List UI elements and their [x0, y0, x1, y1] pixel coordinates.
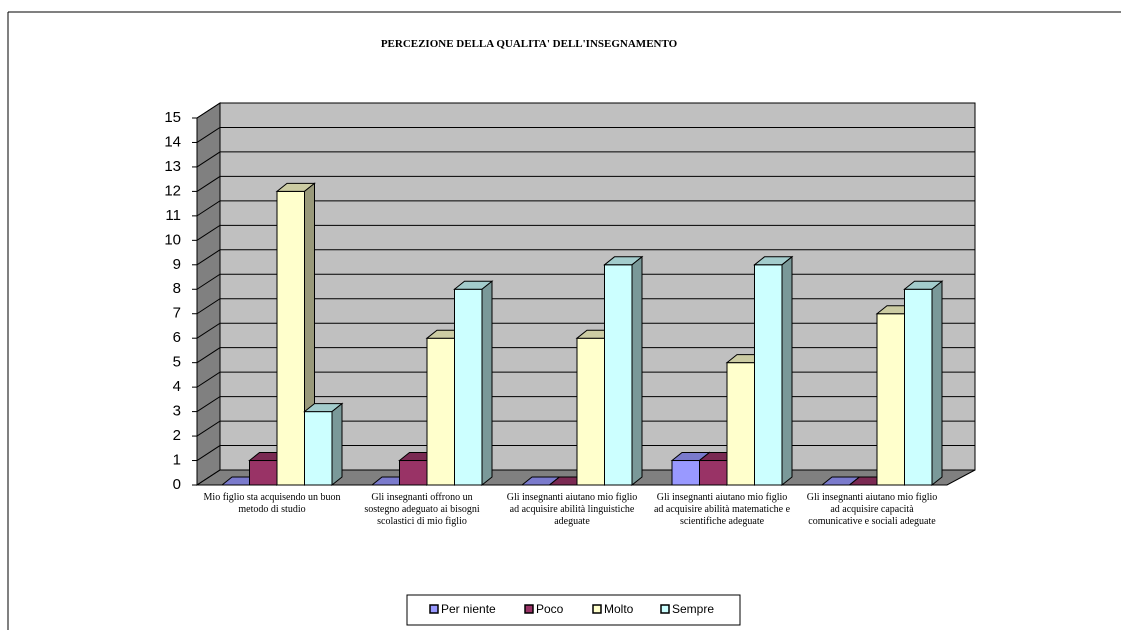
bar-group	[903, 280, 944, 487]
bar	[276, 190, 305, 486]
y-tick-label: 5	[173, 354, 181, 371]
legend-label: Per niente	[441, 602, 496, 616]
bar-side	[781, 255, 793, 487]
legend-label: Sempre	[672, 602, 714, 616]
grid-line	[196, 420, 975, 437]
y-tick-label: 11	[165, 207, 181, 224]
bar-group	[603, 255, 644, 487]
chart-title: PERCEZIONE DELLA QUALITA' DELL'INSEGNAME…	[381, 38, 678, 50]
y-tick-label: 3	[173, 403, 181, 420]
grid-line	[196, 102, 975, 119]
side-wall	[196, 102, 221, 486]
legend-swatch	[592, 604, 602, 614]
grid-line	[196, 322, 975, 339]
x-tick-label: Gli insegnanti offrono un sostegno adegu…	[364, 492, 480, 527]
bar	[726, 362, 755, 486]
legend-label: Molto	[604, 602, 634, 616]
bar	[249, 460, 278, 486]
bar	[576, 337, 605, 486]
legend-label: Poco	[536, 602, 564, 616]
grid-line	[196, 249, 975, 266]
bar	[671, 460, 700, 486]
legend-swatch	[660, 604, 670, 614]
y-tick-label: 10	[164, 231, 181, 248]
y-tick-label: 9	[173, 256, 181, 273]
bar-group	[453, 280, 494, 487]
grid-line	[196, 200, 975, 217]
grid-line	[196, 445, 975, 461]
grid-line	[196, 224, 975, 241]
legend-swatch	[524, 604, 534, 614]
bar	[304, 411, 333, 486]
bar	[604, 264, 633, 486]
x-tick-label: Mio figlio sta acquisendo un buon metodo…	[203, 492, 341, 515]
y-tick-label: 7	[173, 305, 181, 322]
y-tick-label: 6	[173, 329, 181, 346]
bar-side	[631, 255, 643, 487]
legend-box	[406, 594, 741, 626]
grid-line	[196, 396, 975, 413]
y-tick-label: 0	[173, 476, 181, 493]
bar	[754, 264, 783, 486]
bar-side	[931, 280, 943, 487]
y-tick-label: 15	[164, 109, 181, 126]
y-tick-label: 12	[164, 182, 181, 199]
x-tick-label: Gli insegnanti aiutano mio figlio ad acq…	[653, 492, 791, 527]
y-tick-label: 4	[173, 378, 181, 395]
legend-swatch	[429, 604, 439, 614]
bar	[399, 460, 428, 486]
grid-line	[196, 298, 975, 315]
y-tick-label: 14	[164, 133, 181, 150]
y-tick-label: 1	[173, 452, 181, 469]
x-tick-label: Gli insegnanti aiutano mio figlio ad acq…	[806, 492, 938, 527]
y-tick-label: 13	[164, 158, 181, 175]
grid-line	[196, 151, 975, 168]
grid-line	[196, 273, 975, 290]
x-tick-label: Gli insegnanti aiutano mio figlio ad acq…	[506, 492, 638, 527]
bar	[904, 288, 933, 486]
bar-side	[331, 402, 343, 487]
grid-line	[196, 347, 975, 364]
bar-group	[303, 402, 344, 487]
bar	[699, 460, 728, 486]
y-tick-label: 8	[173, 280, 181, 297]
bar	[876, 313, 905, 486]
bar-group	[753, 255, 794, 487]
y-tick-label: 2	[173, 427, 181, 444]
bar	[426, 337, 455, 486]
bar-side	[481, 280, 493, 487]
grid-line	[196, 126, 975, 143]
grid-line	[196, 371, 975, 388]
bar	[454, 288, 483, 486]
grid-line	[196, 175, 975, 192]
